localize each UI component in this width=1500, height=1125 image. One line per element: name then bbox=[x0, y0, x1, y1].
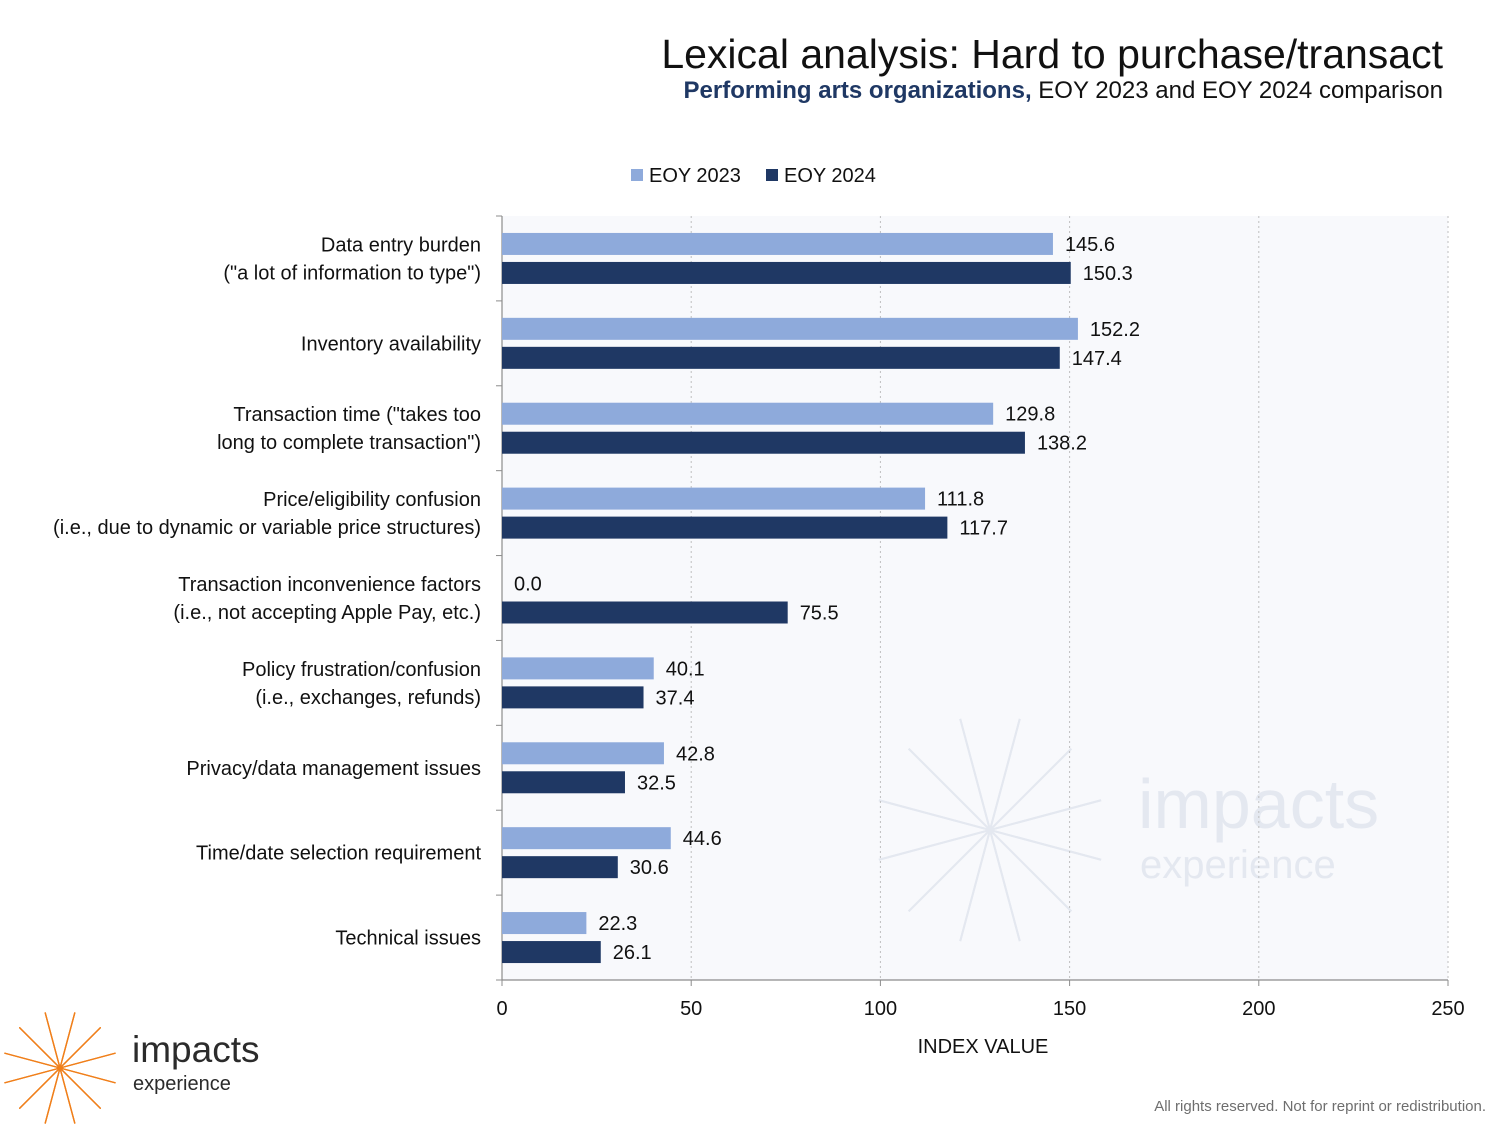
x-tick-label: 0 bbox=[496, 998, 507, 1020]
subtitle-emphasis: Performing arts organizations, bbox=[683, 77, 1032, 104]
x-tick-label: 100 bbox=[864, 998, 897, 1020]
data-label: 42.8 bbox=[676, 743, 715, 765]
data-label: 0.0 bbox=[514, 574, 542, 596]
bar-eoy2023 bbox=[502, 912, 587, 935]
data-label: 152.2 bbox=[1090, 319, 1140, 341]
legend-label-eoy2023: EOY 2023 bbox=[649, 165, 741, 187]
bar-eoy2023 bbox=[502, 657, 654, 680]
data-label: 150.3 bbox=[1083, 263, 1133, 285]
bar-eoy2023 bbox=[502, 827, 671, 850]
category-label: (i.e., not accepting Apple Pay, etc.) bbox=[173, 602, 481, 624]
logo-starburst-icon bbox=[4, 1012, 116, 1124]
data-label: 145.6 bbox=[1065, 234, 1115, 256]
bar-eoy2024 bbox=[502, 601, 788, 624]
data-label: 37.4 bbox=[656, 687, 695, 709]
x-tick-label: 250 bbox=[1431, 998, 1464, 1020]
category-label: Technical issues bbox=[335, 928, 481, 950]
logo-ray bbox=[4, 1052, 116, 1084]
legend-swatch-eoy2023 bbox=[631, 169, 643, 181]
data-label: 32.5 bbox=[637, 772, 676, 794]
category-label: Transaction time ("takes too bbox=[233, 404, 481, 426]
logo-subtext: experience bbox=[133, 1073, 231, 1095]
category-label: (i.e., exchanges, refunds) bbox=[255, 687, 481, 709]
data-label: 138.2 bbox=[1037, 433, 1087, 455]
data-label: 30.6 bbox=[630, 857, 669, 879]
subtitle-rest: EOY 2023 and EOY 2024 comparison bbox=[1031, 77, 1443, 104]
watermark-sub: experience bbox=[1140, 843, 1336, 887]
bar-eoy2023 bbox=[502, 487, 926, 510]
legend-swatch-eoy2024 bbox=[766, 169, 778, 181]
category-label: Policy frustration/confusion bbox=[242, 659, 481, 681]
plot-area bbox=[502, 216, 1448, 980]
watermark-ray bbox=[878, 799, 1102, 861]
data-label: 129.8 bbox=[1005, 404, 1055, 426]
category-label: Price/eligibility confusion bbox=[263, 489, 481, 511]
data-label: 111.8 bbox=[937, 489, 984, 511]
bar-eoy2024 bbox=[502, 516, 948, 539]
data-label: 44.6 bbox=[683, 828, 722, 850]
legend-label-eoy2024: EOY 2024 bbox=[784, 165, 876, 187]
category-label: Time/date selection requirement bbox=[196, 843, 481, 865]
bar-eoy2024 bbox=[502, 261, 1071, 284]
bar-eoy2023 bbox=[502, 402, 994, 425]
bar-eoy2024 bbox=[502, 856, 618, 879]
category-label: Inventory availability bbox=[301, 333, 481, 355]
category-label: long to complete transaction") bbox=[217, 432, 481, 454]
category-label: (i.e., due to dynamic or variable price … bbox=[53, 517, 481, 539]
bar-eoy2024 bbox=[502, 941, 601, 964]
bar-eoy2024 bbox=[502, 431, 1025, 454]
data-label: 147.4 bbox=[1072, 348, 1122, 370]
data-label: 22.3 bbox=[598, 913, 637, 935]
bar-eoy2024 bbox=[502, 346, 1060, 369]
x-axis-title: INDEX VALUE bbox=[918, 1036, 1049, 1058]
bar-eoy2024 bbox=[502, 686, 644, 709]
copyright-notice: All rights reserved. Not for reprint or … bbox=[1154, 1098, 1486, 1115]
data-label: 40.1 bbox=[666, 658, 705, 680]
chart-title: Lexical analysis: Hard to purchase/trans… bbox=[661, 31, 1443, 77]
category-label: Transaction inconvenience factors bbox=[178, 574, 481, 596]
bar-eoy2023 bbox=[502, 317, 1078, 340]
chart-subtitle: Performing arts organizations, EOY 2023 … bbox=[684, 76, 1443, 106]
category-label: Privacy/data management issues bbox=[186, 758, 481, 780]
data-label: 26.1 bbox=[613, 942, 652, 964]
data-label: 75.5 bbox=[800, 603, 839, 625]
x-tick-label: 150 bbox=[1053, 998, 1086, 1020]
category-label: ("a lot of information to type") bbox=[223, 262, 481, 284]
bar-eoy2023 bbox=[502, 742, 664, 765]
logo-wordmark: impacts bbox=[132, 1029, 260, 1070]
bar-eoy2023 bbox=[502, 232, 1053, 255]
data-label: 117.7 bbox=[959, 518, 1008, 540]
bar-eoy2024 bbox=[502, 771, 625, 794]
x-tick-label: 50 bbox=[680, 998, 702, 1020]
category-label: Data entry burden bbox=[321, 234, 481, 256]
x-tick-label: 200 bbox=[1242, 998, 1275, 1020]
